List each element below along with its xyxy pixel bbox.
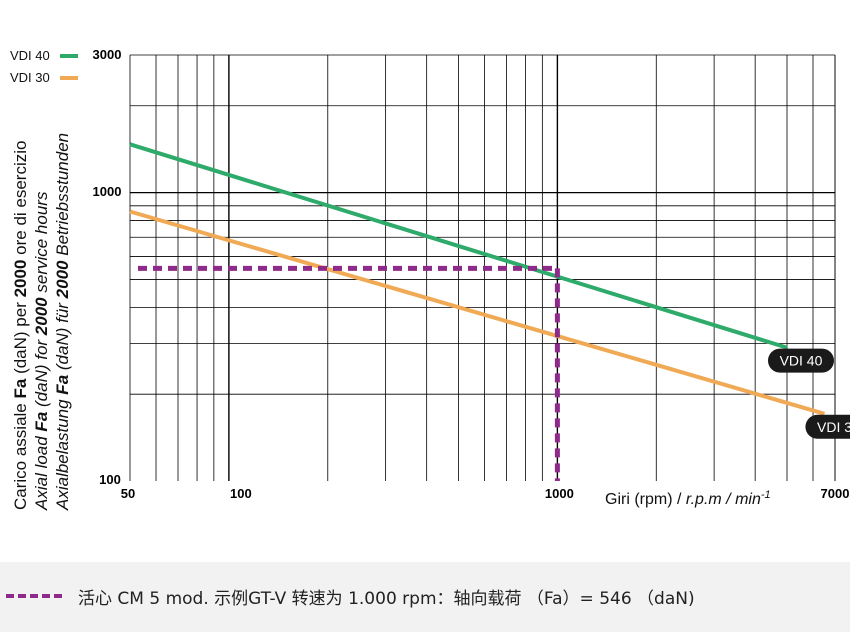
x-tick-label: 100	[230, 486, 252, 501]
series-line-vdi-40	[129, 142, 788, 350]
y-axis-label-part: 2000	[53, 260, 72, 299]
legend-label: VDI 40	[10, 48, 50, 63]
x-tick-label: 1000	[545, 486, 574, 501]
x-axis-label-superscript: -1	[761, 489, 771, 501]
y-tick-label: 1000	[93, 184, 122, 199]
y-axis-label-line: Axial load Fa (daN) for 2000 service hou…	[32, 191, 51, 511]
series-badge: VDI 40	[767, 348, 834, 373]
x-axis-label-italic: r.p.m / min	[686, 491, 761, 508]
legend-label: VDI 30	[10, 70, 50, 85]
series-badge-label: VDI 40	[780, 353, 823, 369]
y-axis-label-part: Betriebsstunden	[53, 133, 72, 261]
y-axis-label-part: Fa	[32, 412, 51, 432]
y-axis-label-line: Carico assiale Fa (daN) per 2000 ore di …	[11, 141, 30, 510]
y-axis-label-part: Axialbelastung	[53, 395, 72, 511]
y-axis-label-part: Axial load	[32, 432, 51, 511]
series-badge-pill	[767, 348, 834, 373]
y-axis-label-part: 2000	[32, 297, 51, 336]
y-tick-label: 100	[99, 472, 121, 487]
x-tick-label: 50	[121, 486, 135, 501]
y-axis-label-part: (daN) per	[11, 297, 30, 378]
y-axis-label-part: 2000	[11, 260, 30, 298]
y-tick-label: 3000	[93, 47, 122, 62]
x-axis-label: Giri (rpm) / r.p.m / min-1	[605, 489, 771, 508]
y-axis-label-part: Carico assiale	[11, 399, 30, 511]
y-axis-label-part: Fa	[53, 375, 72, 395]
y-axis-label-part: Fa	[11, 378, 30, 398]
x-tick-label: 7000	[821, 486, 850, 501]
y-axis-label-part: (daN) for	[32, 335, 51, 412]
y-axis-label-part: (daN) für	[53, 298, 72, 375]
y-axis-label-line: Axialbelastung Fa (daN) für 2000 Betrieb…	[53, 133, 72, 511]
footer-text: 活心 CM 5 mod. 示例GT-V 转速为 1.000 rpm：轴向载荷 （…	[78, 589, 695, 609]
y-axis-label-part: service hours	[32, 191, 51, 297]
footer-note	[0, 562, 850, 632]
y-axis-label-part: ore di esercizio	[11, 141, 30, 260]
series-badge-label: VDI 30	[817, 419, 850, 435]
footer-dashed-line-icon	[6, 594, 62, 598]
series-badge: VDI 30	[805, 414, 850, 439]
x-axis-label-plain: Giri (rpm) /	[605, 491, 686, 508]
series-badge-pill	[805, 414, 850, 439]
series-line-vdi-30	[129, 209, 825, 416]
